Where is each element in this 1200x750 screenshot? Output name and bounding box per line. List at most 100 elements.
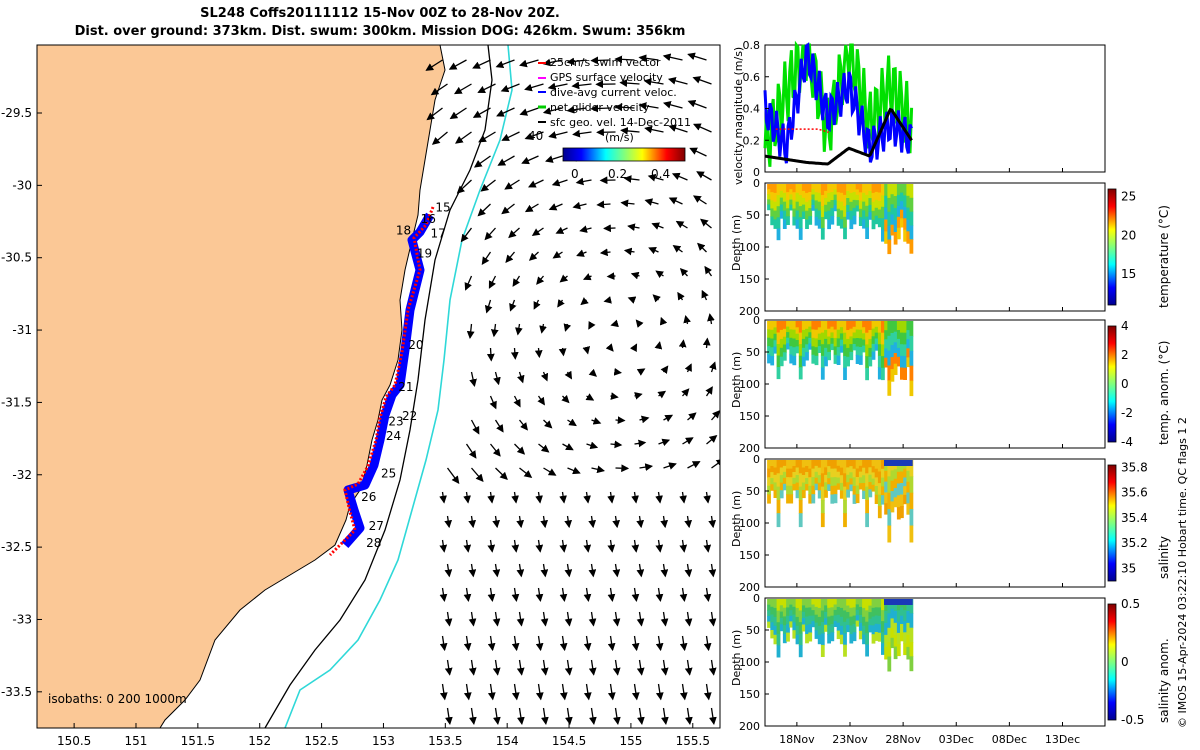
section-cell — [877, 599, 882, 608]
velocity-arrow — [463, 491, 471, 504]
velocity-arrow — [682, 437, 694, 445]
section-cell — [862, 607, 866, 618]
colorbar-tick: 0 — [1121, 377, 1129, 391]
section-cell — [843, 356, 847, 369]
section-cell — [868, 338, 873, 349]
depth-tick: 100 — [739, 517, 760, 530]
section-cell — [890, 184, 895, 195]
section-cell — [852, 486, 857, 496]
section-cell — [871, 336, 876, 345]
section-cell — [874, 332, 879, 339]
section-cell — [877, 483, 882, 496]
day-label: 15 — [435, 200, 450, 214]
section-cell — [817, 482, 822, 491]
velocity-arrow — [439, 491, 447, 504]
section-cell — [805, 219, 809, 229]
section-cell — [786, 477, 790, 487]
velocity-arrow — [660, 611, 669, 627]
surface-velocity-arrows — [425, 52, 720, 725]
section-cell — [843, 194, 847, 207]
velocity-arrow — [684, 611, 693, 627]
section-cell — [833, 199, 838, 206]
depth-tick: 100 — [739, 378, 760, 391]
velocity-arrow — [533, 299, 541, 310]
section-cell — [843, 513, 847, 528]
section-cell — [884, 611, 888, 624]
section-cell — [827, 328, 831, 337]
section-cell — [906, 357, 911, 368]
section-cell — [865, 367, 869, 381]
section-cell — [874, 215, 879, 225]
section-cell — [855, 329, 860, 339]
velocity-arrow — [613, 707, 621, 725]
section-cell — [858, 465, 863, 473]
section-cell — [874, 191, 879, 201]
section-cell — [820, 486, 825, 501]
section-cell — [820, 644, 825, 657]
velocity-arrow — [555, 226, 568, 234]
velocity-arrow — [679, 539, 688, 553]
section-cell — [830, 468, 835, 478]
section-cell — [846, 482, 850, 491]
section-cell — [884, 470, 888, 483]
velocity-arrow — [542, 58, 563, 67]
section-cell — [855, 460, 860, 470]
section-cell — [849, 210, 854, 221]
velocity-arrow — [662, 53, 683, 62]
section-cell — [792, 630, 797, 639]
section-cell — [792, 321, 797, 331]
velocity-arrow — [453, 83, 472, 95]
section-cell — [871, 219, 876, 230]
section-cell — [881, 206, 885, 219]
section-cell — [779, 329, 784, 340]
colorbar-tick: 35.2 — [1121, 536, 1148, 550]
section-cell — [890, 369, 895, 382]
section-cell — [877, 201, 882, 211]
section-cell — [814, 321, 819, 331]
section-cell — [843, 499, 847, 514]
section-cell — [858, 606, 863, 616]
velocity-arrow — [448, 59, 467, 70]
section-colorbar — [1107, 464, 1117, 582]
section-cell — [855, 477, 860, 487]
velocity-arrow — [630, 271, 640, 280]
section-cell — [865, 344, 869, 357]
section-cell — [865, 473, 869, 488]
section-cell — [893, 331, 898, 343]
section-cell — [830, 332, 835, 339]
velocity-arrow — [531, 227, 544, 236]
velocity-arrow — [614, 55, 635, 64]
section-cell — [776, 344, 781, 357]
section-cell — [798, 633, 803, 646]
section-cell — [811, 337, 816, 347]
section-cell — [887, 642, 892, 658]
velocity-arrow — [538, 443, 550, 453]
section-cell — [770, 216, 775, 226]
section-cell — [843, 599, 847, 611]
section-cell — [792, 200, 797, 210]
section-cell — [830, 477, 835, 487]
section-cell — [801, 467, 806, 476]
velocity-arrow — [535, 491, 543, 504]
section-cell — [865, 499, 869, 514]
section-cell — [824, 611, 828, 619]
section-cell — [827, 210, 831, 221]
section-cell — [855, 346, 860, 356]
velocity-arrow — [703, 539, 712, 553]
section-cell — [865, 621, 869, 634]
velocity-arrow — [566, 105, 587, 114]
section-cell — [858, 630, 863, 640]
depth-tick: 50 — [746, 485, 760, 498]
section-cell — [890, 637, 895, 649]
section-cell — [782, 607, 787, 617]
section-cell — [782, 599, 787, 609]
section-cell — [868, 356, 873, 367]
velocity-arrow — [677, 291, 685, 301]
velocity-arrow — [567, 466, 581, 475]
section-cell — [900, 201, 904, 211]
section-cell — [877, 624, 882, 634]
section-cell — [900, 218, 904, 228]
section-cell — [884, 481, 888, 493]
section-cell — [795, 625, 800, 636]
section-cell — [830, 216, 835, 225]
